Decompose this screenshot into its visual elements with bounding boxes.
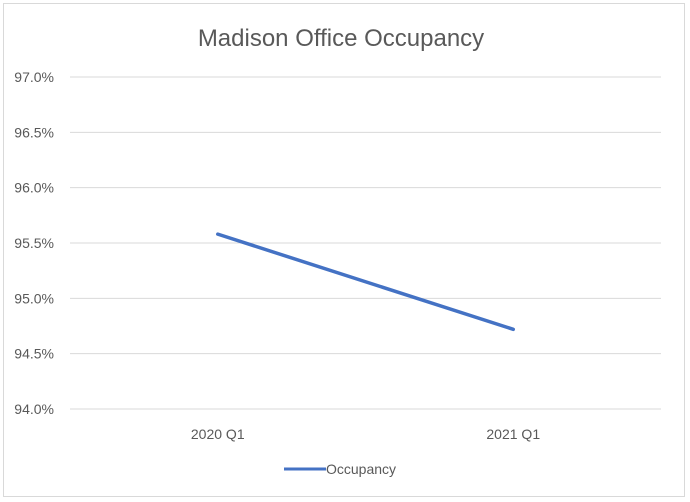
- y-tick-label: 97.0%: [14, 69, 54, 85]
- y-axis-ticks: 94.0% 94.5% 95.0% 95.5% 96.0% 96.5% 97.0%: [14, 69, 54, 417]
- y-tick-label: 96.5%: [14, 124, 54, 140]
- y-tick-label: 94.5%: [14, 346, 54, 362]
- chart-frame: [3, 3, 685, 497]
- x-axis-ticks: 2020 Q1 2021 Q1: [191, 426, 540, 442]
- series-group: [216, 232, 515, 332]
- x-tick-label: 2020 Q1: [191, 426, 245, 442]
- x-tick-label: 2021 Q1: [486, 426, 540, 442]
- legend: Occupancy: [284, 461, 396, 477]
- y-tick-label: 96.0%: [14, 180, 54, 196]
- legend-label-occupancy: Occupancy: [326, 461, 396, 477]
- y-tick-label: 95.5%: [14, 235, 54, 251]
- y-tick-label: 95.0%: [14, 290, 54, 306]
- series-line-occupancy: [216, 232, 515, 332]
- y-tick-label: 94.0%: [14, 401, 54, 417]
- chart-title: Madison Office Occupancy: [198, 25, 484, 52]
- gridlines: [70, 76, 661, 410]
